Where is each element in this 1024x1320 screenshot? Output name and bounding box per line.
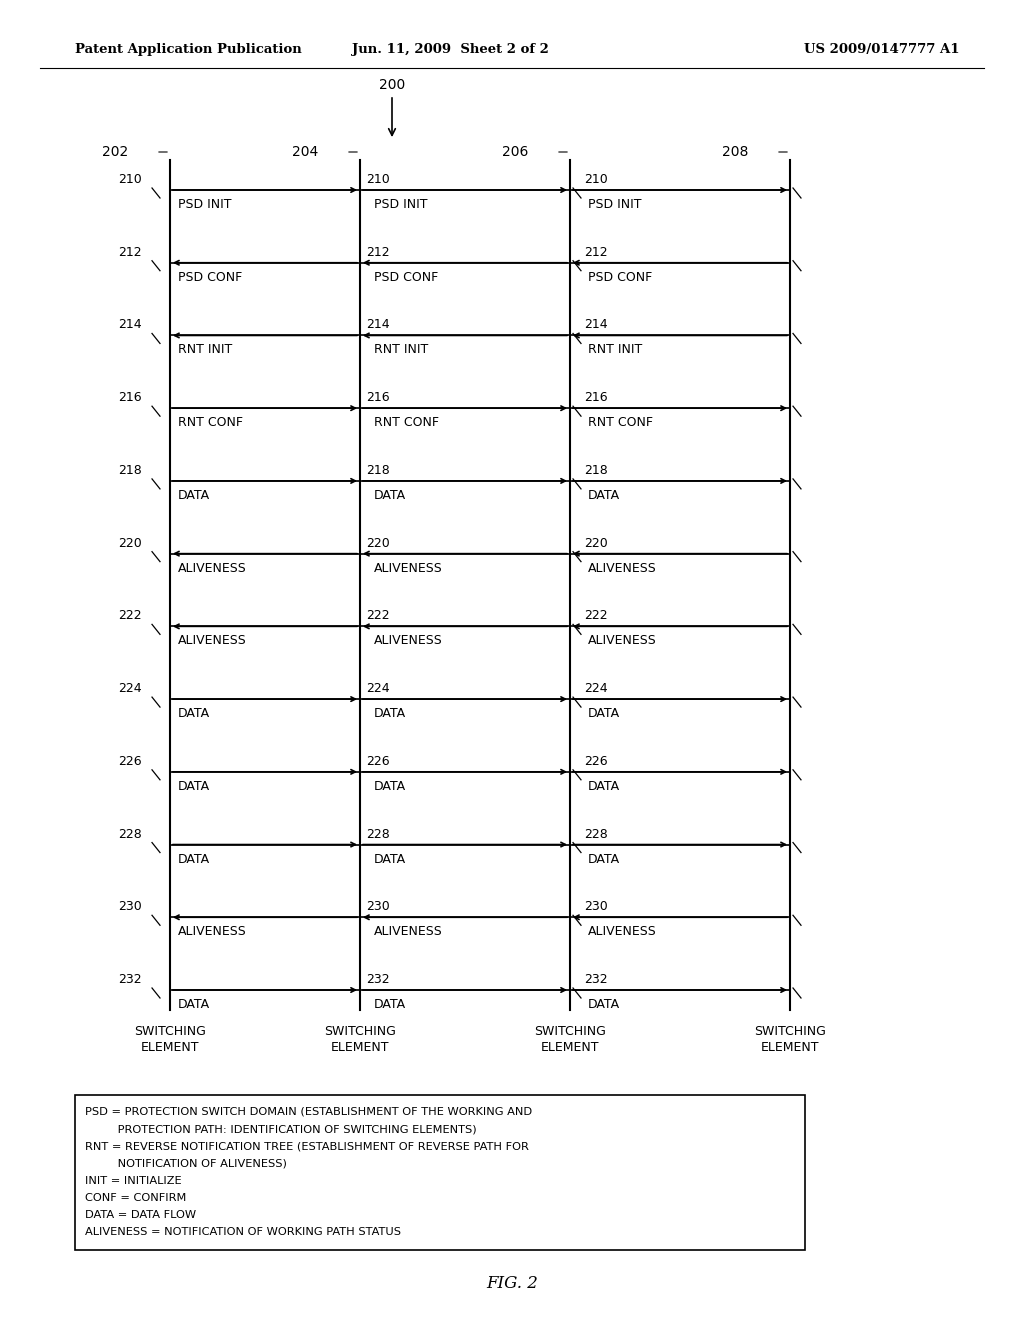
Text: RNT CONF: RNT CONF xyxy=(588,416,653,429)
Text: DATA: DATA xyxy=(588,853,621,866)
Text: ALIVENESS: ALIVENESS xyxy=(178,561,247,574)
Text: DATA = DATA FLOW: DATA = DATA FLOW xyxy=(85,1209,197,1220)
Text: 222: 222 xyxy=(584,610,607,622)
Text: Jun. 11, 2009  Sheet 2 of 2: Jun. 11, 2009 Sheet 2 of 2 xyxy=(351,44,549,57)
Text: 214: 214 xyxy=(366,318,389,331)
Text: RNT CONF: RNT CONF xyxy=(178,416,243,429)
Text: 214: 214 xyxy=(584,318,607,331)
Bar xyxy=(75,1096,805,1250)
Text: 212: 212 xyxy=(366,246,389,259)
Text: 232: 232 xyxy=(584,973,607,986)
Text: 228: 228 xyxy=(584,828,608,841)
Text: PSD CONF: PSD CONF xyxy=(374,271,438,284)
Text: 226: 226 xyxy=(119,755,142,768)
Text: SWITCHING
ELEMENT: SWITCHING ELEMENT xyxy=(324,1026,396,1053)
Text: 232: 232 xyxy=(119,973,142,986)
Text: CONF = CONFIRM: CONF = CONFIRM xyxy=(85,1193,186,1203)
Text: FIG. 2: FIG. 2 xyxy=(486,1275,538,1292)
Text: 216: 216 xyxy=(584,391,607,404)
Text: ALIVENESS: ALIVENESS xyxy=(588,925,656,939)
Text: 216: 216 xyxy=(119,391,142,404)
Text: ALIVENESS: ALIVENESS xyxy=(374,635,442,647)
Text: RNT INIT: RNT INIT xyxy=(178,343,232,356)
Text: 220: 220 xyxy=(118,537,142,549)
Text: 210: 210 xyxy=(584,173,608,186)
Text: 218: 218 xyxy=(118,463,142,477)
Text: 210: 210 xyxy=(366,173,390,186)
Text: 218: 218 xyxy=(584,463,608,477)
Text: PSD INIT: PSD INIT xyxy=(588,198,641,211)
Text: SWITCHING
ELEMENT: SWITCHING ELEMENT xyxy=(535,1026,606,1053)
Text: DATA: DATA xyxy=(374,853,407,866)
Text: 224: 224 xyxy=(119,682,142,696)
Text: DATA: DATA xyxy=(178,780,210,793)
Text: 230: 230 xyxy=(584,900,608,913)
Text: 210: 210 xyxy=(118,173,142,186)
Text: RNT INIT: RNT INIT xyxy=(588,343,642,356)
Text: ALIVENESS: ALIVENESS xyxy=(374,925,442,939)
Text: 222: 222 xyxy=(366,610,389,622)
Text: 228: 228 xyxy=(366,828,390,841)
Text: 200: 200 xyxy=(379,78,406,92)
Text: DATA: DATA xyxy=(374,488,407,502)
Text: PROTECTION PATH: IDENTIFICATION OF SWITCHING ELEMENTS): PROTECTION PATH: IDENTIFICATION OF SWITC… xyxy=(85,1125,476,1134)
Text: PSD INIT: PSD INIT xyxy=(178,198,231,211)
Text: DATA: DATA xyxy=(588,708,621,721)
Text: DATA: DATA xyxy=(178,853,210,866)
Text: 204: 204 xyxy=(292,145,318,158)
Text: ALIVENESS: ALIVENESS xyxy=(178,925,247,939)
Text: DATA: DATA xyxy=(374,708,407,721)
Text: 230: 230 xyxy=(118,900,142,913)
Text: 226: 226 xyxy=(366,755,389,768)
Text: 212: 212 xyxy=(584,246,607,259)
Text: 222: 222 xyxy=(119,610,142,622)
Text: 224: 224 xyxy=(584,682,607,696)
Text: PSD CONF: PSD CONF xyxy=(178,271,243,284)
Text: 214: 214 xyxy=(119,318,142,331)
Text: INIT = INITIALIZE: INIT = INITIALIZE xyxy=(85,1176,181,1185)
Text: SWITCHING
ELEMENT: SWITCHING ELEMENT xyxy=(134,1026,206,1053)
Text: RNT = REVERSE NOTIFICATION TREE (ESTABLISHMENT OF REVERSE PATH FOR: RNT = REVERSE NOTIFICATION TREE (ESTABLI… xyxy=(85,1142,528,1151)
Text: 216: 216 xyxy=(366,391,389,404)
Text: SWITCHING
ELEMENT: SWITCHING ELEMENT xyxy=(754,1026,826,1053)
Text: US 2009/0147777 A1: US 2009/0147777 A1 xyxy=(805,44,961,57)
Text: PSD = PROTECTION SWITCH DOMAIN (ESTABLISHMENT OF THE WORKING AND: PSD = PROTECTION SWITCH DOMAIN (ESTABLIS… xyxy=(85,1107,532,1117)
Text: DATA: DATA xyxy=(374,998,407,1011)
Text: RNT INIT: RNT INIT xyxy=(374,343,428,356)
Text: NOTIFICATION OF ALIVENESS): NOTIFICATION OF ALIVENESS) xyxy=(85,1159,287,1168)
Text: 212: 212 xyxy=(119,246,142,259)
Text: 218: 218 xyxy=(366,463,390,477)
Text: ALIVENESS: ALIVENESS xyxy=(588,561,656,574)
Text: 226: 226 xyxy=(584,755,607,768)
Text: 228: 228 xyxy=(118,828,142,841)
Text: RNT CONF: RNT CONF xyxy=(374,416,439,429)
Text: DATA: DATA xyxy=(178,488,210,502)
Text: DATA: DATA xyxy=(178,708,210,721)
Text: DATA: DATA xyxy=(374,780,407,793)
Text: 224: 224 xyxy=(366,682,389,696)
Text: 232: 232 xyxy=(366,973,389,986)
Text: ALIVENESS: ALIVENESS xyxy=(374,561,442,574)
Text: Patent Application Publication: Patent Application Publication xyxy=(75,44,302,57)
Text: 202: 202 xyxy=(101,145,128,158)
Text: ALIVENESS = NOTIFICATION OF WORKING PATH STATUS: ALIVENESS = NOTIFICATION OF WORKING PATH… xyxy=(85,1226,401,1237)
Text: 230: 230 xyxy=(366,900,390,913)
Text: 206: 206 xyxy=(502,145,528,158)
Text: DATA: DATA xyxy=(588,488,621,502)
Text: DATA: DATA xyxy=(588,998,621,1011)
Text: 208: 208 xyxy=(722,145,748,158)
Text: ALIVENESS: ALIVENESS xyxy=(178,635,247,647)
Text: ALIVENESS: ALIVENESS xyxy=(588,635,656,647)
Text: PSD INIT: PSD INIT xyxy=(374,198,427,211)
Text: 220: 220 xyxy=(584,537,608,549)
Text: 220: 220 xyxy=(366,537,390,549)
Text: DATA: DATA xyxy=(178,998,210,1011)
Text: DATA: DATA xyxy=(588,780,621,793)
Text: PSD CONF: PSD CONF xyxy=(588,271,652,284)
